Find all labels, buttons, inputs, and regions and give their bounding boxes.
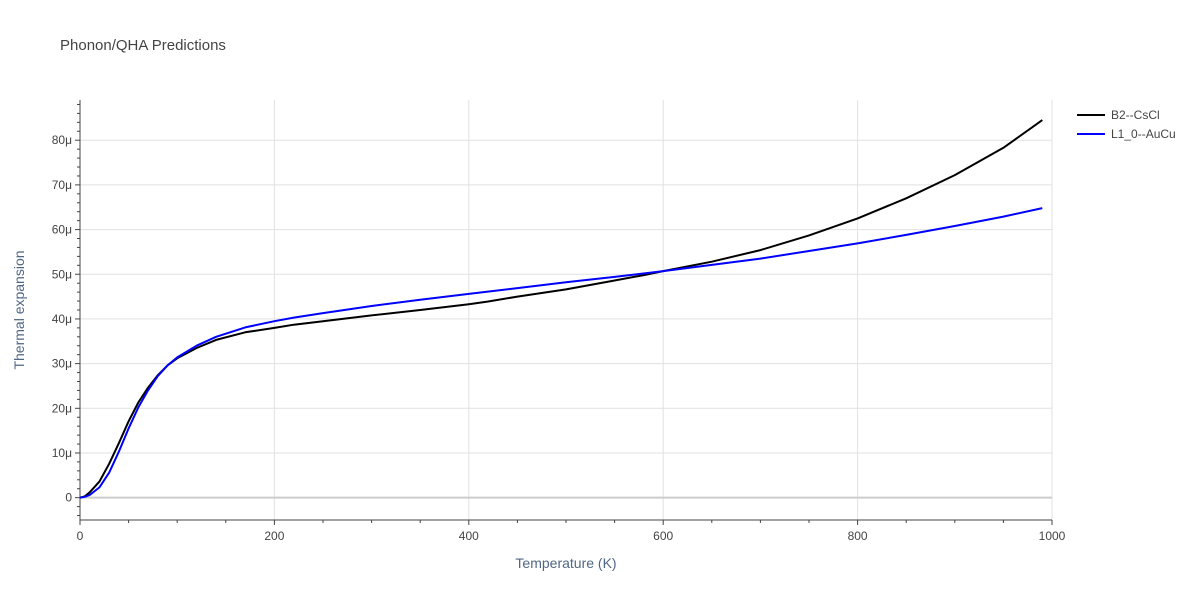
y-tick-label: 40μ bbox=[52, 312, 72, 326]
x-axis-title: Temperature (K) bbox=[515, 555, 616, 571]
x-tick-label: 200 bbox=[264, 529, 284, 543]
series-line-0 bbox=[79, 119, 1043, 499]
series-line-1 bbox=[79, 207, 1043, 499]
series-layer bbox=[79, 119, 1043, 499]
y-tick-label: 0 bbox=[65, 491, 72, 505]
gridlines bbox=[80, 100, 1053, 520]
x-tick-label: 1000 bbox=[1039, 529, 1066, 543]
y-tick-label: 10μ bbox=[52, 446, 72, 460]
x-tick-label: 0 bbox=[77, 529, 84, 543]
legend-label: L1_0--AuCu bbox=[1111, 127, 1176, 141]
chart-title: Phonon/QHA Predictions bbox=[60, 37, 226, 54]
y-tick-label: 30μ bbox=[52, 357, 72, 371]
y-tick-label: 60μ bbox=[52, 223, 72, 237]
y-tick-label: 50μ bbox=[52, 267, 72, 281]
axes: 0 200 400 600 800 1000 0 10μ 20μ 30μ 40μ 50μ 60μ 70μ 8… bbox=[52, 100, 1066, 543]
y-tick-label: 70μ bbox=[52, 178, 72, 192]
legend: B2--CsCl L1_0--AuCu bbox=[1077, 108, 1176, 141]
y-axis-title: Thermal expansion bbox=[11, 250, 27, 369]
legend-label: B2--CsCl bbox=[1111, 108, 1160, 122]
x-tick-label: 600 bbox=[653, 529, 673, 543]
y-tick-label: 80μ bbox=[52, 133, 72, 147]
y-tick-label: 20μ bbox=[52, 401, 72, 415]
x-tick-label: 800 bbox=[848, 529, 868, 543]
x-tick-label: 400 bbox=[459, 529, 479, 543]
